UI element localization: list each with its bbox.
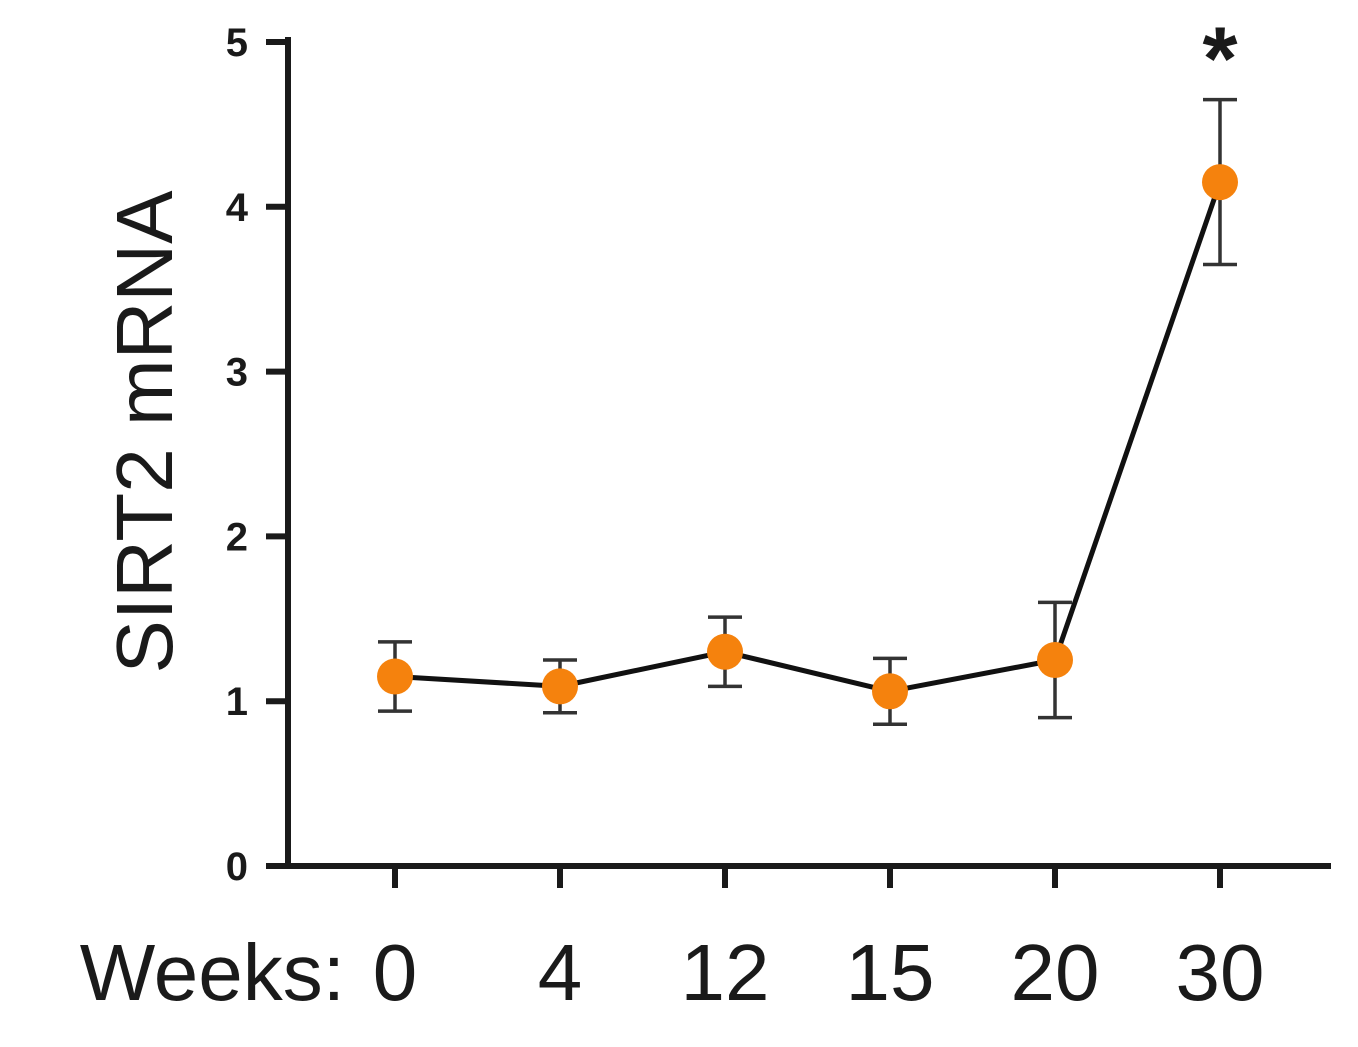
x-tick-label: 15 [846,928,935,1017]
series-line [394,181,1223,694]
y-tick-label: 0 [226,845,248,889]
significance-asterisk: * [1202,10,1237,110]
data-point [542,668,578,705]
y-axis-label: SIRT2 mRNA [100,190,189,674]
y-tick-label: 1 [226,680,248,724]
x-ticks: 0 4 12 15 20 30 [373,866,1265,1017]
x-tick-label: 12 [681,928,770,1017]
y-tick-label: 4 [226,186,249,230]
y-tick-label: 2 [226,515,248,559]
data-point [377,658,413,695]
data-points [377,164,1238,710]
data-point [1037,642,1073,678]
y-tick-label: 3 [226,351,248,395]
x-tick-label: 20 [1011,928,1100,1017]
data-point [872,673,908,710]
data-point [1202,164,1238,201]
annotations: * [1202,10,1237,110]
x-axis-prefix: Weeks: [80,928,345,1017]
x-tick-label: 0 [373,928,418,1017]
x-tick-label: 4 [538,928,583,1017]
axes [285,37,1331,869]
x-tick-label: 30 [1176,928,1265,1017]
data-point [707,633,743,670]
y-tick-label: 5 [226,21,248,65]
y-ticks: 0 1 2 3 4 5 [226,21,288,889]
error-bars [378,97,1237,727]
